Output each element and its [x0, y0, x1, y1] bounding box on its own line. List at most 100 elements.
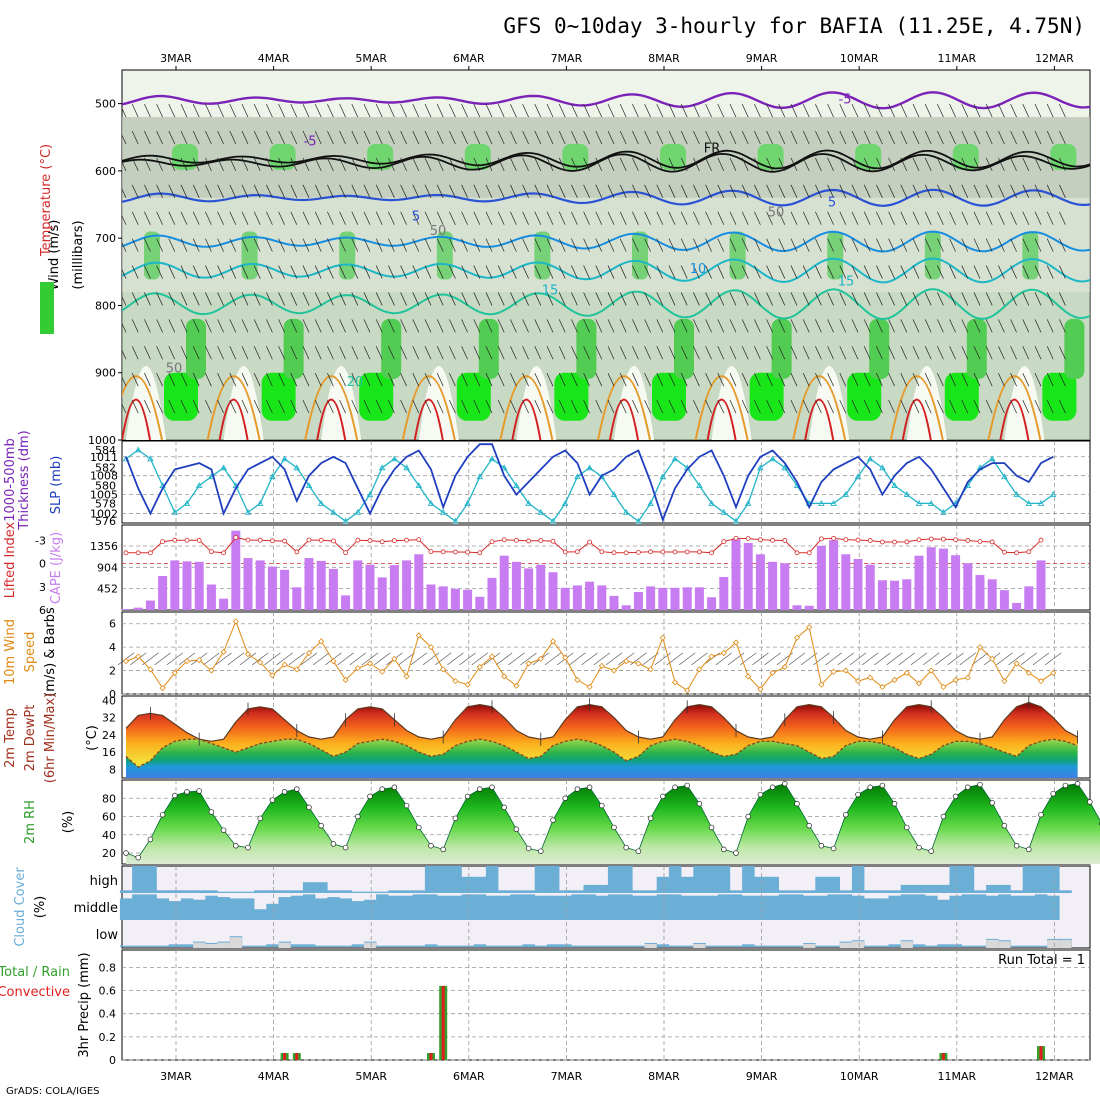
cape-bar [694, 587, 704, 610]
wind-barb [558, 184, 566, 198]
wind-barb [1059, 103, 1066, 118]
rh-point [245, 844, 251, 851]
wind-barb [644, 184, 651, 198]
wind-barb [595, 184, 603, 198]
thickness-tick-label: 582 [95, 462, 116, 475]
wind-speed-point [928, 667, 935, 674]
cape-bar [548, 572, 558, 610]
date-label: 11MAR [937, 1070, 976, 1083]
wind-barb [607, 346, 615, 360]
upper-wind-label: Wind (m/s) [47, 220, 62, 291]
cloud-bar-middle [461, 894, 474, 920]
wind-barb [290, 265, 298, 279]
lifted-index-point [355, 537, 361, 543]
wind-barb [693, 399, 700, 414]
wind-barb [985, 399, 993, 414]
wind-barb [229, 238, 237, 252]
wind-barb [412, 238, 420, 252]
wind-barb [900, 373, 908, 387]
run-total: Run Total = 1 [998, 953, 1085, 968]
cloud-bar-middle [912, 894, 926, 920]
cape-label: CAPE (J/kg) [49, 532, 64, 604]
cape-bar [341, 595, 351, 610]
cloud-bar-high [522, 890, 535, 893]
thickness-point [317, 499, 325, 506]
cape-bar [768, 561, 778, 610]
cape-bar [292, 587, 302, 610]
wind-barb [839, 399, 847, 414]
temp-contour-warm [304, 375, 359, 440]
wind-barb [546, 130, 554, 145]
cape-bar [865, 564, 875, 610]
wind-barb [778, 399, 786, 414]
pressure-tick-label: 600 [95, 165, 116, 178]
wind-barb [302, 130, 310, 145]
cloud-bar-high [193, 890, 206, 893]
wind-barb [693, 157, 700, 172]
lifted-index-point [147, 550, 153, 556]
wind-barb [998, 373, 1005, 387]
rh-high-blob [464, 144, 491, 170]
rh-point [708, 824, 715, 831]
wind-barb [754, 211, 761, 225]
wind-barb [241, 157, 249, 172]
wind-barb [558, 265, 566, 279]
rh-high-blob [359, 372, 394, 421]
cloud-bar-low [266, 944, 279, 947]
cloud-bar-middle [668, 894, 682, 920]
wind-barb [1022, 346, 1030, 360]
rh-high-blob [827, 231, 844, 280]
cloud-bar-high [620, 866, 633, 893]
lifted-index-point [660, 549, 666, 555]
wind-barb [717, 373, 725, 387]
wind-barb [985, 211, 993, 225]
wind-barb [876, 319, 883, 333]
wind-barb [766, 346, 773, 360]
cape-bar [951, 555, 961, 610]
wind-barb [363, 157, 371, 172]
cape-bar [780, 563, 790, 610]
wind-barb [314, 373, 322, 387]
wind-barb [144, 373, 151, 387]
wind-barb [595, 238, 603, 252]
cloud-bar-low [559, 944, 572, 947]
wind-barb [766, 103, 773, 118]
wind-barb [461, 399, 468, 414]
wind-barb [215, 652, 232, 666]
cloud-bar-high [339, 890, 352, 893]
wind-barb [937, 373, 944, 387]
wind-speed-point [171, 669, 178, 676]
wind-barb [122, 322, 127, 333]
wind-barb [544, 652, 562, 666]
lifted-index-point [733, 535, 739, 541]
cloud-label: Cloud Cover [13, 867, 28, 947]
wind-barb [595, 157, 603, 172]
wind-barb [497, 346, 505, 360]
wind-barb [632, 292, 639, 306]
wind-barb [497, 319, 505, 333]
wind-barb [924, 103, 932, 118]
wind-barb [473, 238, 481, 252]
lifted-tick-label: 0 [39, 558, 46, 571]
pressure-tick-label: 900 [95, 367, 116, 380]
wind-barb [619, 211, 627, 225]
wind-barb [790, 184, 798, 198]
wind-barb [705, 157, 712, 172]
wind-barb [192, 103, 200, 118]
wind-barb [461, 157, 468, 172]
wind-barb [973, 130, 981, 145]
temp-contour-hot [218, 398, 249, 440]
wind-barb [766, 157, 773, 172]
wind-barb [815, 319, 822, 333]
wind-barb [583, 184, 590, 198]
wind-barb [1046, 399, 1054, 414]
wind-barb [851, 184, 859, 198]
wind-barb [1022, 399, 1030, 414]
wind-barb [339, 238, 346, 252]
wind-barb [522, 103, 529, 118]
wind-barb [339, 319, 346, 333]
wind-barb [1034, 103, 1042, 118]
wind-barb [534, 373, 542, 387]
slp-label: SLP (mb) [49, 456, 64, 515]
cloud-bar-middle [607, 894, 621, 920]
